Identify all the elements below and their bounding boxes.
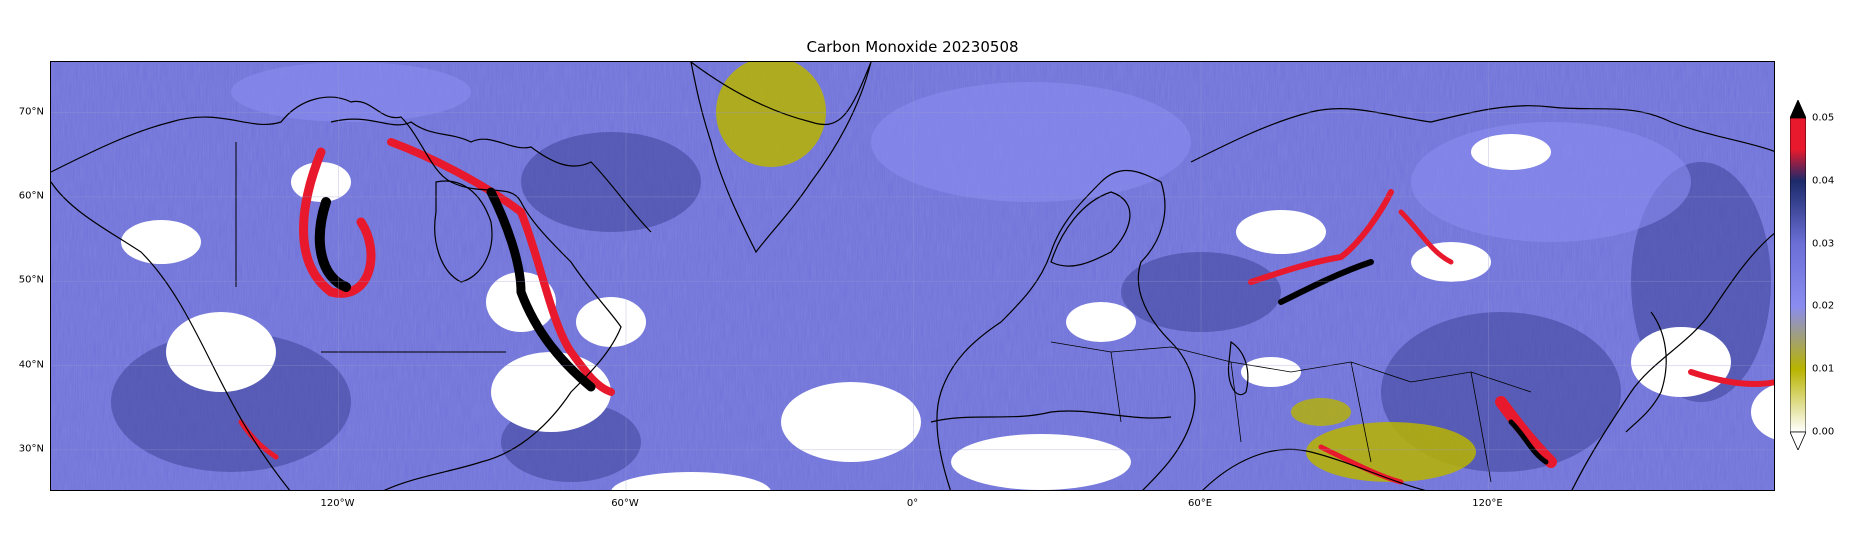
co-plume-very-high [486,187,596,392]
no-data-patch [1751,384,1774,440]
co-region-low [1291,398,1351,426]
coastline-mediterranean [930,410,1172,423]
coastline-arctic-islands [330,118,652,233]
lat-tick-label: 50°N [18,274,44,286]
lon-tick-label: 60°E [1187,498,1213,509]
lon-tick-label: 120°E [1472,498,1503,509]
coastlines [51,62,1774,490]
no-data-patch [1241,357,1301,387]
no-data-patch [166,312,276,392]
co-plume-high [299,147,376,298]
lon-tick-label: 60°W [611,498,639,509]
no-data-patch [121,220,201,264]
coastline-hudson-bay [434,180,493,283]
lat-tick-label: 70°N [18,106,44,118]
colorbar-extend-high [1790,100,1806,119]
coastline-north-america [51,96,622,490]
colorbar-tick-label: 0.01 [1812,363,1835,375]
no-data-patch [1236,210,1326,254]
coastline-europe [936,169,1196,490]
co-region-moderate [231,62,471,122]
co-region-low-greenland [716,62,826,167]
coastline-caspian [1227,340,1249,396]
co-region-moderate-high [521,132,701,232]
colorbar [1790,100,1806,450]
no-data-patch [1471,134,1551,170]
coastline-asia-east [1571,232,1774,490]
no-data-patch [491,352,611,432]
co-plume-high [1495,396,1557,468]
co-regions [111,62,1774,490]
co-plume-high [1688,369,1774,387]
colorbar-ramp [1790,117,1806,433]
no-data-patch [781,382,921,462]
colorbar-tick-label: 0.00 [1812,426,1835,438]
co-plume-high [238,419,279,460]
coastline-greenland [690,62,872,254]
colorbar-tick-label: 0.04 [1812,175,1835,187]
no-data-patch [291,162,351,202]
colorbar-tick-label: 0.02 [1812,300,1835,312]
no-data-patch [611,472,771,490]
lat-tick-label: 60°N [18,190,44,202]
co-map-canvas [51,62,1774,490]
co-region-low-tibet [1306,422,1476,482]
co-plume-very-high [1508,419,1549,465]
co-plume-very-high [1278,259,1374,305]
no-data-patch [576,297,646,347]
coastline-asia-north [1190,105,1774,163]
co-plume-high [387,138,615,396]
co-plume-high [1398,209,1454,265]
co-map [50,61,1775,491]
no-data-patch [951,434,1131,490]
co-plume-high [1248,189,1394,285]
colorbar-tick-label: 0.03 [1812,238,1835,250]
map-title: Carbon Monoxide 20230508 [806,38,1019,56]
coastline-japan [1625,311,1667,433]
coastline-west-coast [51,181,291,490]
lon-tick-label: 0° [906,498,919,509]
co-region-moderate [871,82,1191,202]
lat-tick-label: 40°N [18,359,44,371]
coastline-scandinavia [1050,191,1131,267]
gridlines [51,62,1774,490]
colorbar-tick-label: 0.05 [1812,112,1835,124]
no-data-patch [1066,302,1136,342]
co-region-moderate [1411,122,1691,242]
lon-tick-label: 120°W [320,498,355,509]
coastline-asia-south [1202,448,1426,490]
borders-eurasia [1050,341,1532,483]
colorbar-extend-low [1790,431,1806,450]
lat-tick-label: 30°N [18,443,44,455]
no-data-patch [1631,327,1731,397]
